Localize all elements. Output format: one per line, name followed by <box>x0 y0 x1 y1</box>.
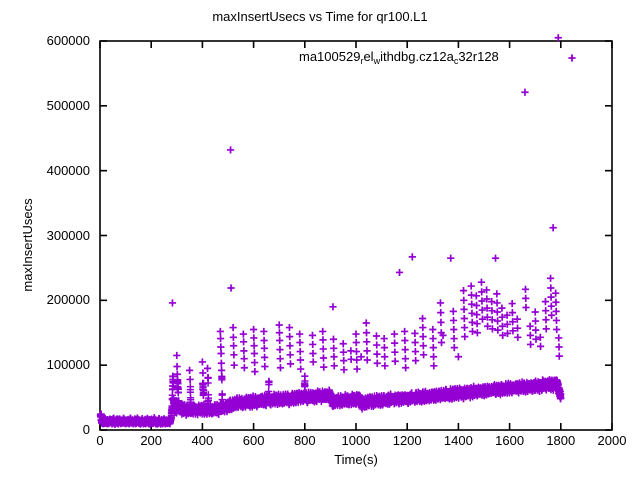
axis-tick-marks <box>99 40 613 431</box>
y-tick-label: 500000 <box>46 97 90 113</box>
x-tick-label: 1200 <box>392 433 422 448</box>
x-tick-label: 1000 <box>341 433 371 448</box>
x-tick-label: 1400 <box>443 433 473 448</box>
legend-label-subscript: c <box>453 56 459 66</box>
y-tick-label: 600000 <box>46 33 90 48</box>
x-tick-label: 1800 <box>546 433 576 448</box>
scatter-data-points <box>96 34 565 428</box>
chart-title: maxInsertUsecs vs Time for qr100.L1 <box>212 9 428 24</box>
x-tick-label: 200 <box>140 433 163 448</box>
legend-label-segment: el <box>363 49 374 64</box>
x-tick-label: 0 <box>96 433 104 448</box>
x-tick-label: 2000 <box>597 433 627 448</box>
legend-label-segment: 32r128 <box>458 49 499 64</box>
legend-marker <box>568 54 576 62</box>
y-tick-label: 0 <box>82 422 90 437</box>
y-tick-label: 200000 <box>46 292 90 308</box>
y-tick-label: 300000 <box>46 227 90 243</box>
y-axis-tick-labels: 0 100000 200000 300000 400000 500000 600000 <box>28 0 90 480</box>
legend-label-subscript: r <box>360 56 364 66</box>
legend-entry-label: ma100529relwithdbg.cz12ac32r128 <box>299 49 499 66</box>
y-tick-label: 100000 <box>46 357 90 373</box>
x-tick-label: 1600 <box>495 433 525 448</box>
x-tick-label: 600 <box>242 433 265 448</box>
x-tick-label: 800 <box>293 433 316 448</box>
x-tick-label: 400 <box>191 433 214 448</box>
legend-label-segment: ma100529 <box>299 49 361 64</box>
x-axis-label: Time(s) <box>334 452 378 467</box>
legend-label-segment: ithdbg.cz12a <box>380 49 454 64</box>
legend-label-subscript: w <box>373 56 381 66</box>
y-tick-label: 400000 <box>46 162 90 178</box>
